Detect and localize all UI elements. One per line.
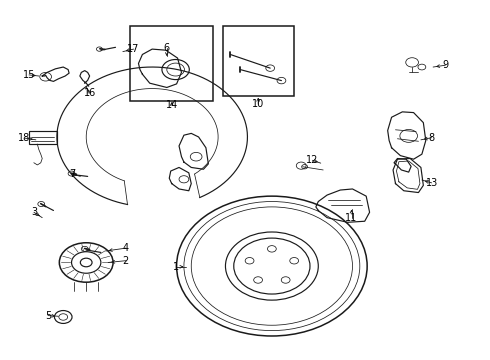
Text: 17: 17: [127, 44, 140, 54]
Text: 14: 14: [166, 100, 178, 111]
Text: 18: 18: [18, 133, 30, 143]
Text: 11: 11: [345, 213, 358, 222]
Bar: [130, 26, 213, 101]
Text: 8: 8: [429, 133, 435, 143]
Text: 5: 5: [45, 311, 51, 320]
Text: 15: 15: [23, 70, 35, 80]
Bar: [223, 26, 294, 96]
Text: 3: 3: [31, 207, 37, 217]
Text: 6: 6: [164, 43, 170, 53]
Text: 9: 9: [442, 60, 448, 70]
Text: 10: 10: [252, 99, 264, 109]
Text: 13: 13: [425, 178, 438, 188]
Text: 2: 2: [122, 256, 129, 266]
Text: 4: 4: [122, 243, 129, 253]
Text: 1: 1: [172, 262, 179, 272]
Text: 7: 7: [69, 169, 75, 179]
Text: 16: 16: [83, 88, 96, 98]
Text: 12: 12: [306, 155, 318, 165]
